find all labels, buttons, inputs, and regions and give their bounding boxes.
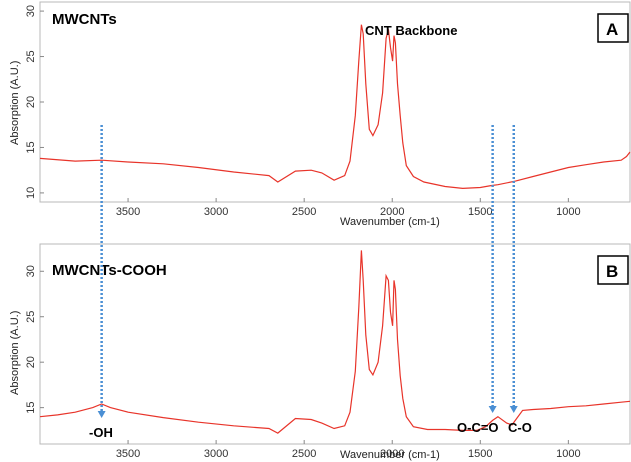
x-tick-label: 2000	[380, 448, 404, 460]
panel-a-x-ticks: 3500 3000 2500 2000 1500 1000	[116, 198, 581, 218]
panel-b-badge: B	[597, 255, 629, 285]
x-tick-label: 1000	[556, 448, 580, 460]
y-tick-label: 20	[25, 96, 37, 108]
oh-guide-arrow-head	[97, 411, 106, 418]
panel-b-y-axis-label: Absorption (A.U.)	[9, 311, 21, 395]
y-tick-label: 10	[25, 187, 37, 199]
x-tick-label: 1500	[468, 448, 492, 460]
panel-a-plot-area	[39, 1, 631, 203]
y-tick-label: 25	[25, 50, 37, 62]
panel-b-plot-area	[39, 243, 631, 445]
svg-text:B: B	[606, 262, 618, 281]
x-tick-label: 3500	[116, 206, 140, 218]
panel-a-title: MWCNTs	[52, 11, 117, 28]
oco-label: O-C=O	[457, 420, 499, 435]
y-tick-label: 20	[25, 356, 37, 368]
functional-group-guides	[97, 125, 518, 418]
x-tick-label: 2500	[292, 448, 316, 460]
co-label: C-O	[508, 420, 532, 435]
panel-b-y-ticks: 15 20 25 30	[25, 265, 44, 414]
y-tick-label: 15	[25, 402, 37, 414]
x-tick-label: 2000	[380, 206, 404, 218]
x-tick-label: 3000	[204, 448, 228, 460]
panel-b-spectrum-line	[39, 250, 631, 434]
x-tick-label: 1000	[556, 206, 580, 218]
panel-b-x-axis-label: Wavenumber (cm-1)	[340, 449, 440, 461]
x-tick-label: 2500	[292, 206, 316, 218]
oco-guide-arrow-head	[488, 406, 497, 413]
cnt-backbone-label: CNT Backbone	[365, 23, 457, 38]
x-tick-label: 3500	[116, 448, 140, 460]
panel-a-y-axis-label: Absorption (A.U.)	[9, 61, 21, 145]
y-tick-label: 30	[25, 5, 37, 17]
panel-a: 10 15 20 25 30 3500 3000 2500 2000 1500 1000 MWCN…	[9, 1, 631, 228]
oh-label: -OH	[89, 425, 113, 440]
panel-a-badge: A	[597, 13, 629, 43]
co-guide-arrow-head	[509, 406, 518, 413]
panel-b-title: MWCNTs-COOH	[52, 262, 167, 279]
y-tick-label: 15	[25, 141, 37, 153]
y-tick-label: 30	[25, 265, 37, 277]
x-tick-label: 3000	[204, 206, 228, 218]
svg-text:A: A	[606, 20, 618, 39]
y-tick-label: 25	[25, 311, 37, 323]
panel-a-x-axis-label: Wavenumber (cm-1)	[340, 216, 440, 228]
panel-a-y-ticks: 10 15 20 25 30	[25, 5, 44, 199]
panel-b-x-ticks: 3500 3000 2500 2000 1500 1000	[116, 440, 581, 460]
x-tick-label: 1500	[468, 206, 492, 218]
panel-b: 15 20 25 30 3500 3000 2500 2000 1500 1000 MWCNTs…	[9, 243, 631, 461]
